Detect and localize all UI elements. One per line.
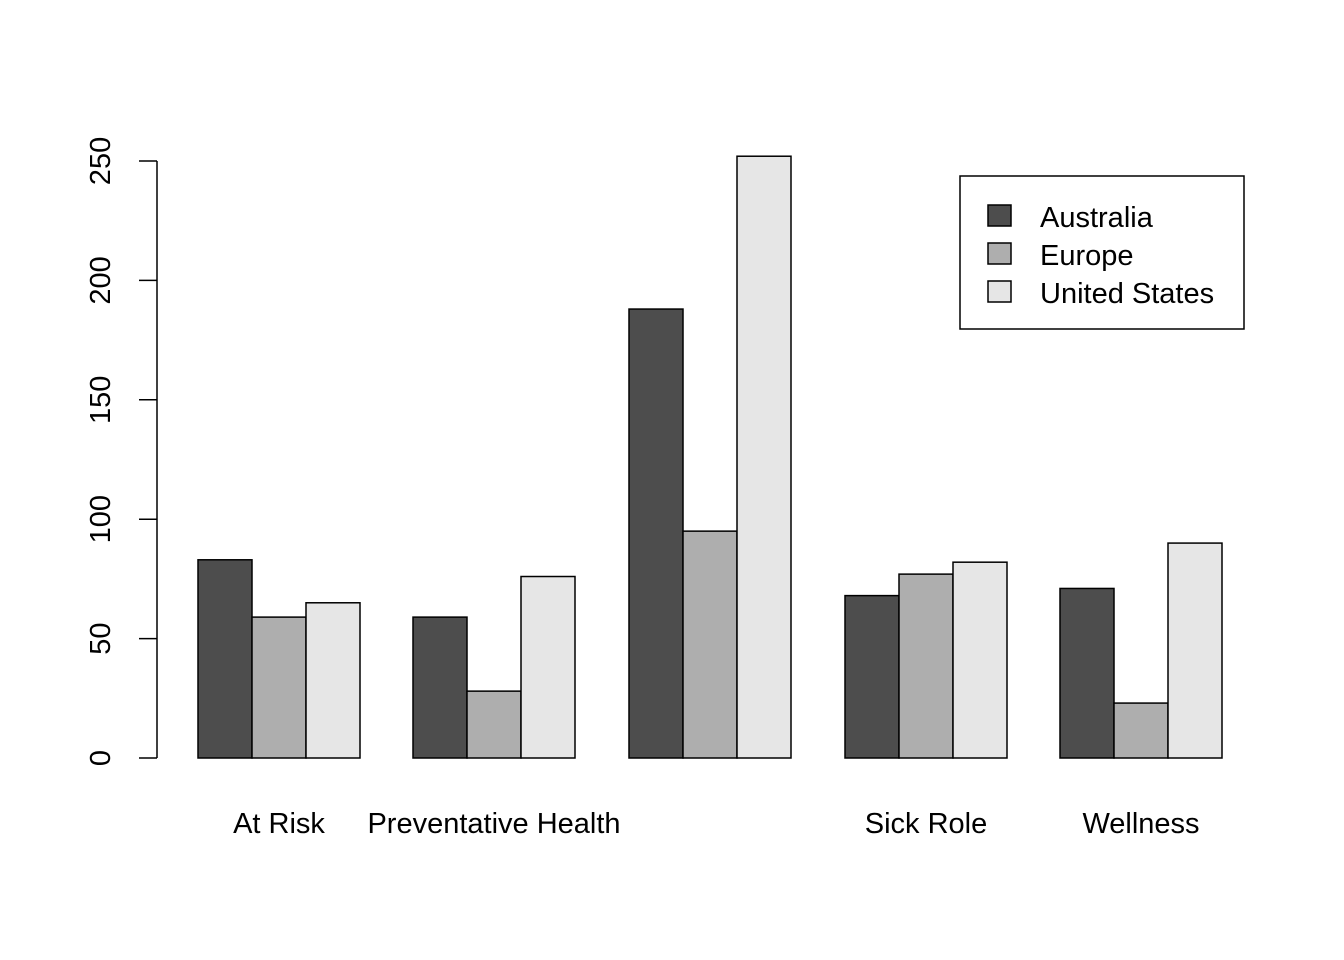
bar-united-states: [520, 575, 576, 759]
y-tick-label: 100: [85, 495, 117, 543]
bar-australia: [628, 308, 684, 759]
bar-united-states: [305, 602, 361, 759]
y-tick-label: 50: [85, 622, 117, 654]
bar-australia: [844, 594, 900, 759]
x-category-label: Preventative Health: [367, 808, 620, 840]
bar-australia: [1059, 587, 1115, 759]
x-category-label: At Risk: [233, 808, 325, 840]
bars: [197, 155, 1223, 759]
bar-europe: [466, 690, 522, 759]
x-category-label: Wellness: [1082, 808, 1199, 840]
legend-swatch: [987, 242, 1012, 265]
bar-australia: [197, 559, 253, 759]
legend-label: Europe: [1040, 240, 1134, 272]
y-tick-label: 250: [85, 137, 117, 185]
legend: Australia Europe United States: [959, 175, 1245, 330]
legend-swatch: [987, 204, 1012, 227]
bar-united-states: [1167, 542, 1223, 759]
y-tick-label: 150: [85, 376, 117, 424]
y-tick-label: 0: [85, 750, 117, 766]
legend-swatch: [987, 280, 1012, 303]
bar-europe: [251, 616, 307, 759]
legend-label: Australia: [1040, 202, 1154, 234]
bar-united-states: [736, 155, 792, 759]
y-axis: 0 50 100 150 200 250: [85, 137, 158, 766]
x-category-label: Sick Role: [865, 808, 988, 840]
bar-united-states: [952, 561, 1008, 759]
bar-europe: [898, 573, 954, 759]
legend-label: United States: [1040, 278, 1214, 310]
y-tick-label: 200: [85, 256, 117, 304]
bar-europe: [682, 530, 738, 759]
bar-europe: [1113, 702, 1169, 759]
bar-australia: [412, 616, 468, 759]
x-axis-labels: At Risk Preventative Health Sick Role Welln…: [233, 808, 1199, 840]
